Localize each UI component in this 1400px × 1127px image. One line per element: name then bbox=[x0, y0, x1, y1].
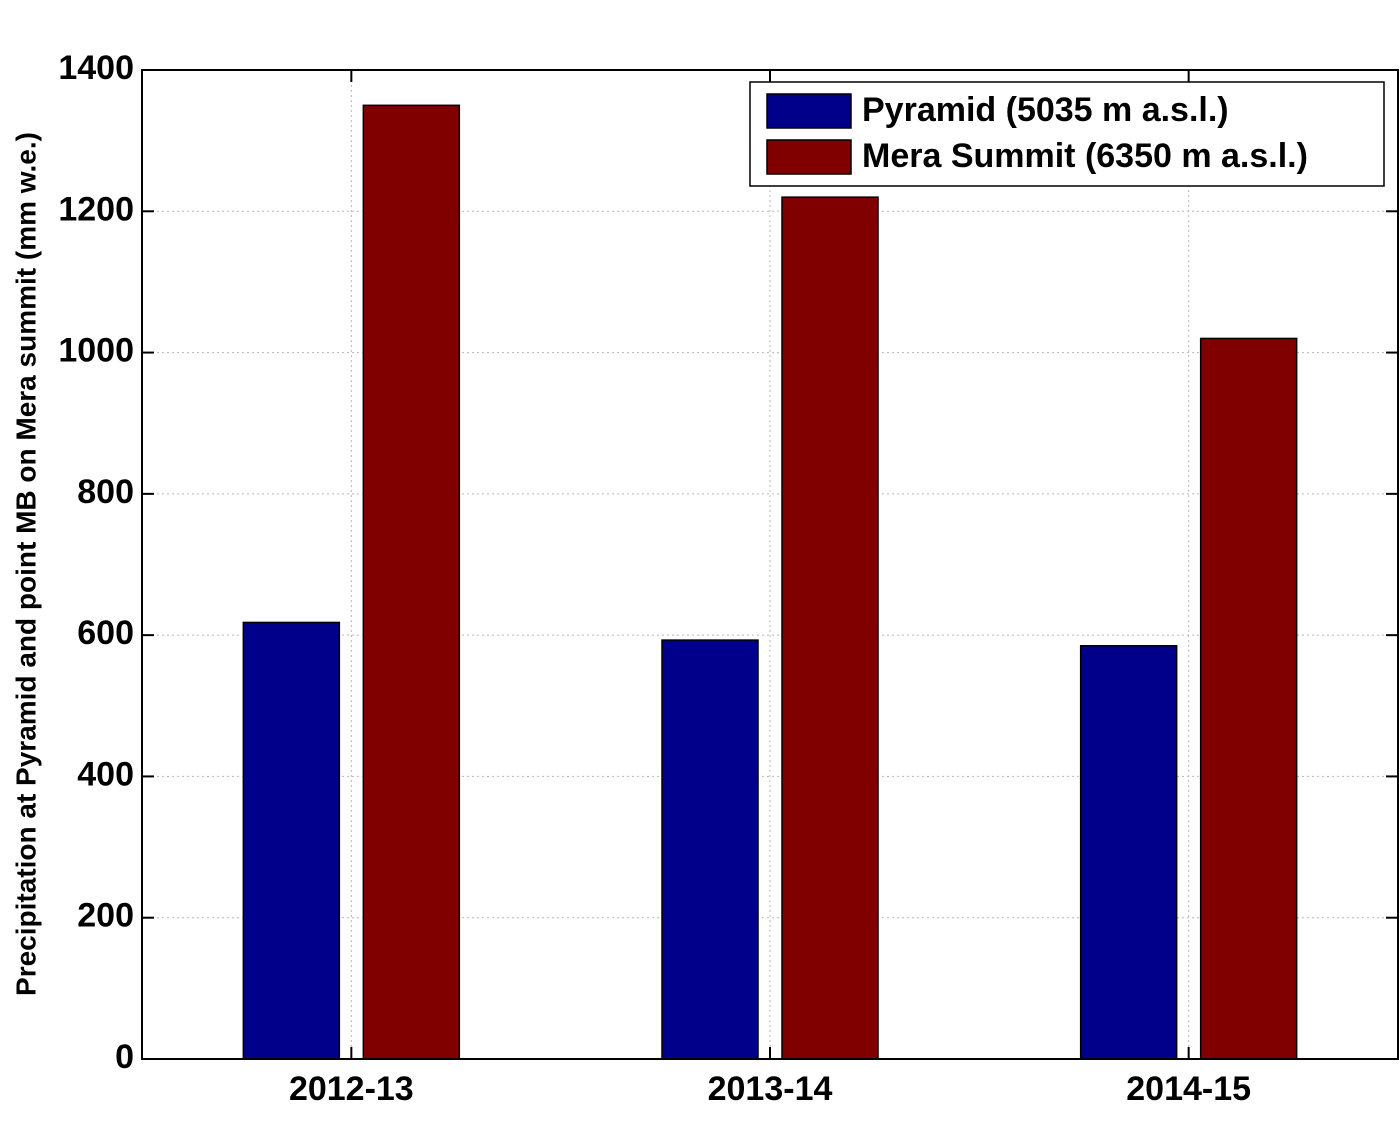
bar-pyramid-2013-14 bbox=[661, 639, 759, 1060]
legend: Pyramid (5035 m a.s.l.) Mera Summit (6350… bbox=[749, 81, 1385, 187]
y-tick-labels: 0 200 400 600 800 1000 1200 1400 bbox=[58, 49, 134, 1076]
plot-background bbox=[142, 70, 1398, 1059]
y-tick-label: 800 bbox=[77, 473, 134, 511]
axis-ticks bbox=[142, 69, 1398, 1060]
legend-label-pyramid: Pyramid (5035 m a.s.l.) bbox=[862, 91, 1229, 129]
x-category-labels: 2012-13 2013-14 2014-15 bbox=[289, 1070, 1251, 1108]
bar-mera-summit-2012-13 bbox=[362, 104, 461, 1060]
grid-lines bbox=[142, 70, 1398, 1059]
y-tick-label: 400 bbox=[77, 755, 134, 793]
bar-mera-summit-2013-14 bbox=[781, 196, 879, 1060]
bar-pyramid-2012-13 bbox=[242, 621, 341, 1060]
y-tick-label: 1000 bbox=[58, 332, 134, 370]
bars bbox=[242, 104, 1298, 1060]
x-category-label: 2012-13 bbox=[289, 1070, 414, 1108]
x-category-label: 2014-15 bbox=[1126, 1070, 1251, 1108]
x-category-label: 2013-14 bbox=[708, 1070, 833, 1108]
y-tick-label: 1200 bbox=[58, 190, 134, 228]
y-tick-label: 200 bbox=[77, 897, 134, 935]
y-axis-label: Precipitation at Pyramid and point MB on… bbox=[10, 132, 41, 996]
legend-label-mera-summit: Mera Summit (6350 m a.s.l.) bbox=[862, 137, 1308, 175]
y-tick-label: 1400 bbox=[58, 49, 134, 87]
legend-swatch-mera-summit bbox=[766, 139, 852, 175]
bar-pyramid-2014-15 bbox=[1079, 644, 1178, 1060]
y-tick-label: 600 bbox=[77, 614, 134, 652]
y-tick-label: 0 bbox=[115, 1038, 134, 1076]
legend-box bbox=[749, 81, 1385, 187]
bar-mera-summit-2014-15 bbox=[1199, 337, 1298, 1060]
legend-swatch-pyramid bbox=[766, 93, 852, 129]
